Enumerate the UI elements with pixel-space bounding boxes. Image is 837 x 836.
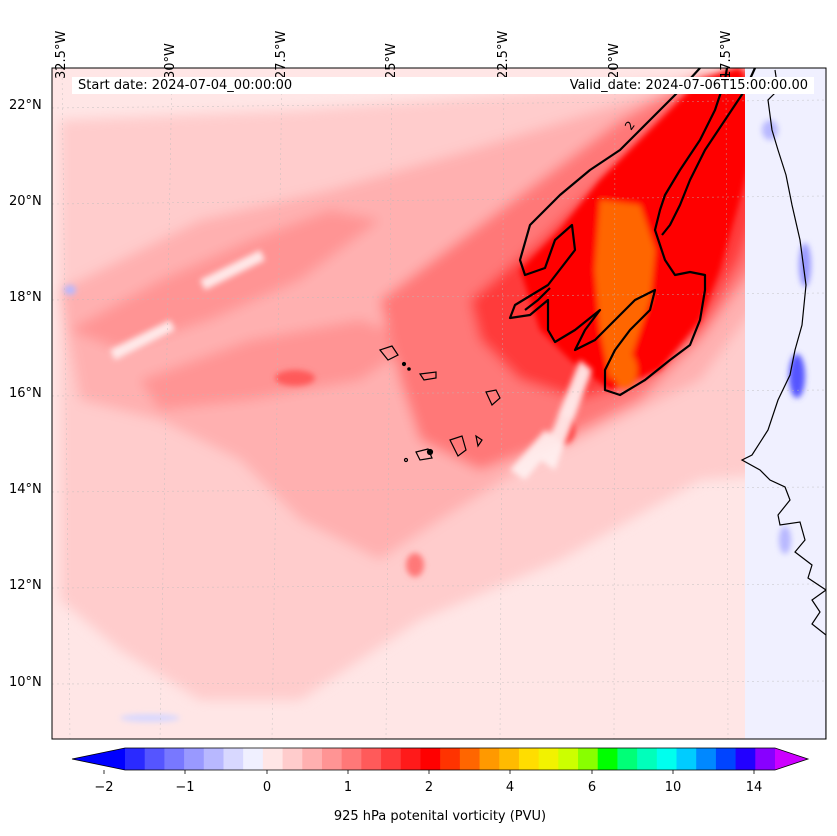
colorbar-label: 925 hPa potenital vorticity (PVU) [333,809,547,824]
pv-field-blob-16n [275,370,315,386]
colorbar-tick-label: 10 [664,780,682,795]
pv-field-white-streak [200,250,265,290]
latitude-label: 14°N [9,482,42,497]
colorbar [71,747,810,774]
colorbar-swatch [755,748,776,770]
colorbar-swatch [676,748,697,770]
cape-verde-islands [378,345,501,463]
pv-field-white-streak [110,320,175,360]
colorbar-swatch [558,748,579,770]
pv-field-white-streak [540,360,592,470]
map-panel: 2 [52,68,826,739]
pv-field-orange-core [595,200,655,380]
colorbar-swatch [538,748,559,770]
colorbar-swatch [282,748,303,770]
longitude-label: 32.5°W [54,30,69,79]
colorbar-swatch [459,748,481,770]
longitude-label: 27.5°W [274,30,289,79]
african-coastline [740,69,826,739]
longitude-label: 17.5°W [719,30,734,79]
longitude-label: 20°W [607,43,622,79]
colorbar-tick-label: −1 [175,780,195,795]
colorbar-swatch [321,748,343,770]
latitude-label: 22°N [9,98,42,113]
pv-field-negative-blob [64,285,76,295]
colorbar-outline [71,747,810,771]
colorbar-swatch [184,748,205,770]
colorbar-extend-max [775,748,808,770]
colorbar-tick-label: 0 [262,780,272,795]
colorbar-swatch [420,748,441,770]
colorbar-swatch [341,748,362,770]
valid-date-label: Valid_date: 2024-07-06T15:00:00.00 [402,77,814,94]
colorbar-tick-label: 4 [505,780,515,795]
colorbar-swatch [499,748,520,770]
longitude-label: 22.5°W [496,30,511,79]
colorbar-extend-min [72,748,125,770]
colorbar-swatch [223,748,244,770]
colorbar-swatch [144,748,165,770]
colorbar-swatch [164,748,185,770]
colorbar-swatch [302,748,323,770]
pv-field-negative-blob [779,526,791,554]
colorbar-swatch [735,748,756,770]
pv-field-blob-12n [406,553,424,577]
colorbar-tick-label: 2 [424,780,434,795]
latitude-label: 20°N [9,194,42,209]
latitude-label: 18°N [9,290,42,305]
colorbar-swatch [617,748,638,770]
pv-field-orange-spot [613,352,637,388]
pv-field-stripes-central [140,320,420,410]
colorbar-swatch [440,748,461,770]
colorbar-swatch [400,748,421,770]
colorbar-swatch [262,748,284,770]
colorbar-swatch [203,748,224,770]
map-frame [51,67,827,740]
colorbar-swatch [479,748,500,770]
pv-field-coast-strip [745,68,826,739]
colorbar-swatch [243,748,264,770]
longitude-label: 30°W [163,43,178,79]
colorbar-swatch [578,748,599,770]
pv-contour-2 [508,68,757,397]
colorbar-swatch [715,748,737,770]
colorbar-swatch [696,748,717,770]
colorbar-tick-label: −2 [94,780,114,795]
pv-field-negative-blob [120,714,180,722]
colorbar-tick-label: 1 [343,780,353,795]
colorbar-swatch [125,748,146,770]
colorbar-swatch [361,748,382,770]
start-date-label: Start date: 2024-07-04_00:00:00 [72,77,408,94]
colorbar-swatch [637,748,658,770]
pv-field-negative-blob [789,354,805,398]
longitude-label: 25°W [384,43,399,79]
colorbar-swatch [381,748,402,770]
pv-field-negative-blob [762,120,778,140]
latitude-label: 12°N [9,578,42,593]
latitude-label: 16°N [9,386,42,401]
gridlines [52,68,826,739]
colorbar-swatch [518,748,540,770]
colorbar-swatch [597,748,618,770]
colorbar-swatch [656,748,678,770]
colorbar-tick-label: 6 [587,780,597,795]
colorbar-tick-label: 14 [745,780,763,795]
latitude-label: 10°N [9,675,42,690]
